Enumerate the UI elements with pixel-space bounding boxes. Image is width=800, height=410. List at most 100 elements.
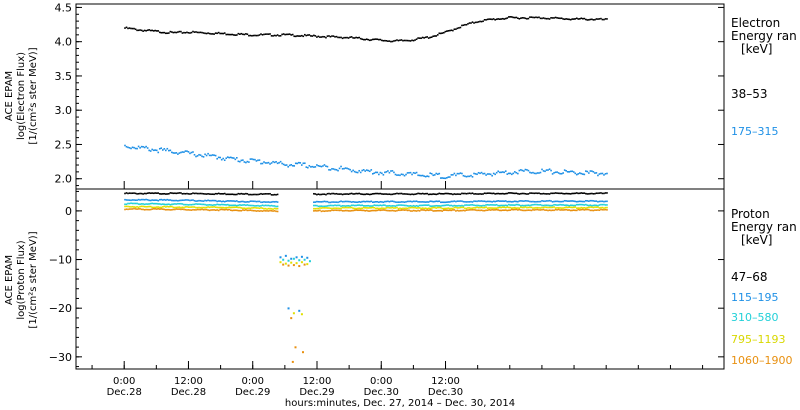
proton-point: [149, 199, 152, 202]
proton-point: [538, 192, 540, 194]
electron-point: [566, 18, 569, 20]
proton-point: [379, 209, 382, 212]
electron-point: [597, 174, 599, 177]
electron-point: [317, 35, 320, 38]
proton-point: [329, 210, 332, 212]
proton-point: [319, 209, 321, 212]
electron-point: [495, 18, 498, 21]
electron-point: [391, 40, 394, 43]
proton-point: [341, 193, 344, 196]
proton-point: [143, 192, 146, 195]
proton-point: [382, 204, 385, 206]
electron-point: [595, 18, 598, 20]
proton-point: [146, 192, 149, 195]
proton-point: [214, 204, 217, 206]
proton-point: [164, 193, 167, 195]
proton-point: [482, 193, 484, 195]
proton-point: [402, 193, 404, 195]
proton-point: [541, 193, 543, 195]
proton-point: [134, 199, 137, 201]
electron-point: [545, 169, 548, 171]
proton-point: [157, 199, 160, 202]
proton-point: [551, 204, 554, 207]
proton-point: [601, 208, 604, 211]
proton-point: [219, 200, 221, 202]
electron-point: [178, 152, 181, 154]
proton-point: [523, 209, 525, 212]
electron-point: [441, 32, 444, 34]
proton-point: [518, 204, 521, 206]
proton-point: [397, 204, 400, 206]
electron-point: [492, 18, 495, 20]
proton-point: [415, 207, 418, 209]
proton-point: [441, 193, 444, 195]
proton-point: [257, 207, 259, 209]
proton-point: [381, 207, 383, 209]
proton-point: [213, 199, 215, 202]
proton-point: [538, 204, 540, 206]
proton-point: [397, 207, 400, 210]
electron-point: [300, 34, 303, 37]
proton-point: [421, 201, 424, 203]
electron-point: [228, 33, 231, 36]
proton-point: [189, 206, 191, 208]
proton-point: [480, 200, 483, 202]
proton-point: [261, 193, 264, 195]
electron-point: [556, 17, 558, 19]
proton-point: [521, 209, 524, 212]
proton-point: [562, 192, 564, 195]
electron-point: [595, 172, 598, 174]
proton-point: [270, 201, 273, 203]
proton-point: [260, 210, 262, 212]
proton-point: [208, 204, 211, 206]
proton-point: [455, 193, 457, 196]
proton-point: [175, 203, 178, 205]
electron-point: [387, 40, 389, 42]
proton-point: [245, 204, 247, 207]
proton-point: [317, 207, 320, 210]
proton-point: [535, 201, 537, 203]
electron-point: [275, 34, 277, 37]
proton-point: [515, 203, 518, 206]
proton-point: [261, 207, 264, 209]
proton-point: [228, 206, 231, 208]
proton-point: [406, 205, 409, 207]
proton-point: [600, 203, 602, 206]
proton-point: [476, 193, 478, 195]
electron-point: [297, 161, 300, 164]
electron-point: [498, 171, 501, 174]
proton-point: [566, 192, 569, 195]
electron-point: [559, 172, 561, 175]
electron-point: [149, 150, 152, 152]
proton-point: [529, 192, 531, 194]
proton-point: [359, 193, 362, 195]
proton-point: [560, 200, 563, 203]
electron-point: [184, 31, 187, 34]
proton-point: [436, 205, 439, 207]
proton-point: [439, 209, 442, 212]
proton-point: [594, 209, 596, 211]
proton-point: [430, 207, 433, 209]
proton-point: [143, 205, 146, 208]
proton-point: [207, 199, 209, 202]
proton-point: [423, 204, 425, 206]
proton-point: [574, 206, 577, 208]
proton-point: [603, 208, 605, 211]
electron-point: [417, 174, 419, 177]
electron-point: [350, 170, 353, 173]
proton-point: [446, 204, 448, 206]
proton-point: [276, 207, 279, 210]
proton-point: [394, 210, 397, 212]
electron-point: [180, 151, 182, 154]
electron-point: [168, 149, 170, 152]
proton-dropout-point: [298, 309, 301, 312]
electron-point: [379, 171, 382, 174]
proton-point: [509, 200, 512, 203]
proton-point: [171, 199, 173, 202]
electron-point: [362, 38, 365, 41]
proton-point: [323, 207, 326, 209]
proton-point: [545, 209, 548, 211]
proton-point: [560, 192, 563, 195]
proton-point: [506, 192, 509, 195]
electron-point: [264, 33, 267, 35]
